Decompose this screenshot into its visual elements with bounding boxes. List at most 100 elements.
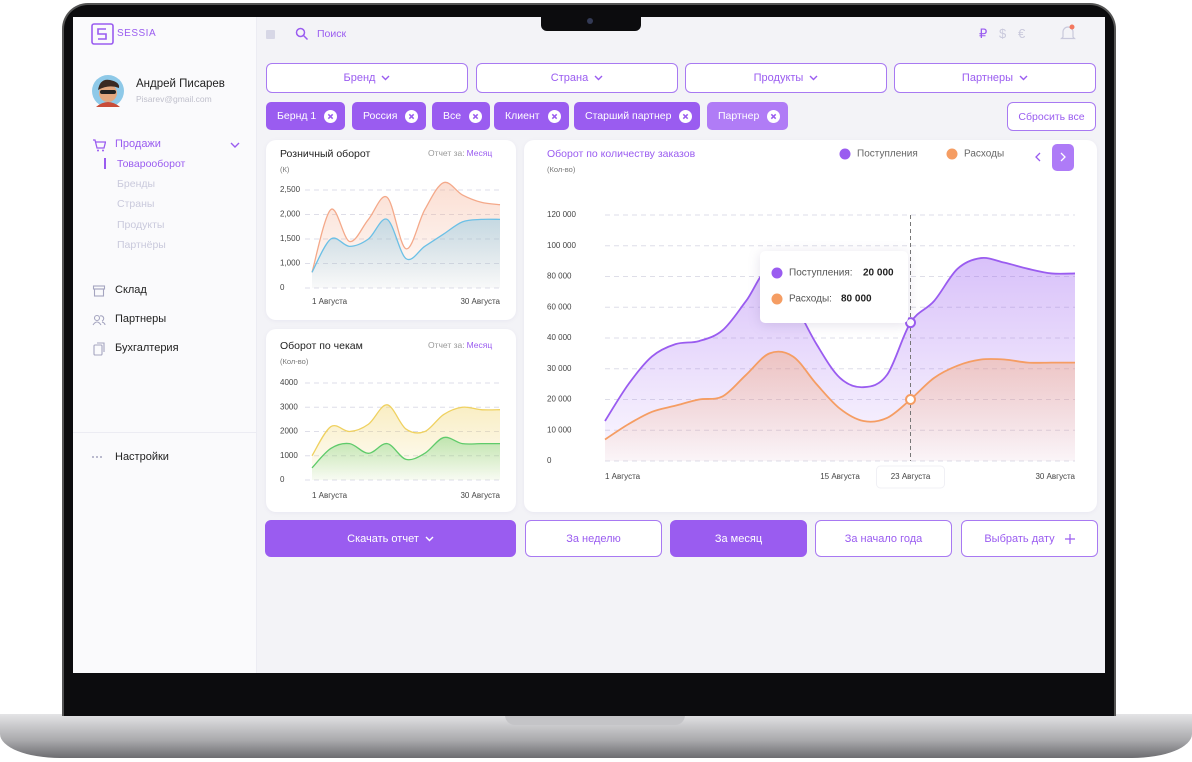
filter-label: Продукты — [753, 72, 804, 84]
filter-tag[interactable]: Клиент — [494, 102, 569, 130]
chevron — [1019, 75, 1028, 81]
submenu-item[interactable]: Товарооборот — [117, 158, 186, 170]
filter-label: Страна — [550, 72, 589, 84]
filter-tag[interactable]: Все — [432, 102, 491, 130]
x-tick-label: 1 Августа — [312, 491, 348, 500]
currency[interactable]: € — [1018, 26, 1026, 41]
avatar — [92, 75, 124, 107]
docs-icon — [93, 342, 105, 356]
filter-tag[interactable]: Партнер — [707, 102, 789, 130]
tag-remove[interactable] — [324, 109, 338, 123]
reset-label: Сбросить все — [1018, 110, 1085, 123]
line — [311, 404, 501, 457]
report-period: Месяц — [467, 340, 493, 350]
line — [311, 181, 501, 273]
reset-button[interactable]: Сбросить все — [1007, 102, 1096, 131]
y-tick-label: 2,000 — [280, 210, 301, 219]
tooltip-value: 80 000 — [841, 294, 872, 305]
tooltip-label: Поступления: — [789, 268, 853, 279]
line — [604, 256, 1076, 422]
submenu-item[interactable]: Партнёры — [117, 239, 166, 251]
date-button[interactable]: Выбрать дату — [961, 520, 1098, 557]
y-tick-label: 80 000 — [547, 272, 572, 281]
menu-item[interactable]: Склад — [115, 284, 147, 296]
search-icon[interactable] — [295, 27, 309, 41]
y-tick-label: 10 000 — [547, 425, 572, 434]
chevron — [230, 142, 240, 148]
area — [312, 437, 500, 480]
tag-remove[interactable] — [679, 109, 693, 123]
settings[interactable]: Настройки — [115, 451, 169, 463]
chevron — [809, 75, 818, 81]
tooltip-value: 20 000 — [863, 268, 894, 279]
line — [311, 436, 500, 469]
y-tick-label: 120 000 — [547, 210, 576, 219]
filter-dropdown[interactable]: Бренд — [266, 63, 468, 93]
filter-tag[interactable]: Бернд 1 — [266, 102, 346, 130]
legend-swatch — [946, 148, 958, 160]
tag-label: Бернд 1 — [277, 110, 317, 122]
chevron — [594, 75, 603, 81]
highlight-point — [905, 317, 916, 329]
legend-label: Расходы — [964, 149, 1004, 160]
y-tick-label: 40 000 — [547, 333, 572, 342]
menu-item[interactable]: Продажи — [115, 138, 161, 150]
x-tick-label: 30 Августа — [1035, 472, 1075, 481]
legend-swatch — [839, 148, 851, 160]
user-email: Pisarev@gmail.com — [136, 94, 212, 104]
y-tick-label: 1000 — [280, 451, 298, 460]
report-label: Отчет за: Месяц — [428, 340, 492, 350]
filter-dropdown[interactable]: Продукты — [685, 63, 887, 93]
laptop-notch — [505, 714, 685, 725]
chart-subtitle: (К) — [280, 165, 290, 174]
currency[interactable]: ₽ — [979, 26, 988, 41]
tooltip-label: Расходы: — [789, 294, 832, 305]
tooltip-swatch — [771, 293, 783, 305]
chart-subtitle: (Кол-во) — [280, 357, 309, 366]
legend-label: Поступления — [857, 149, 918, 160]
y-tick-label: 1,000 — [280, 259, 301, 268]
submenu-item[interactable]: Бренды — [117, 178, 156, 190]
submenu-item[interactable]: Страны — [117, 198, 155, 210]
menu-item[interactable]: Бухгалтерия — [115, 342, 179, 354]
button-label: За неделю — [566, 532, 621, 545]
period-button[interactable]: За неделю — [525, 520, 662, 557]
tooltip-swatch — [771, 267, 783, 279]
y-tick-label: 0 — [280, 475, 285, 484]
nav-next — [1052, 144, 1074, 171]
nav-prev-icon — [1035, 152, 1041, 162]
nav-next-icon — [1060, 152, 1066, 162]
submenu-item[interactable]: Продукты — [117, 219, 165, 231]
currency[interactable]: $ — [999, 26, 1007, 41]
period-button[interactable]: За начало года — [815, 520, 952, 557]
tag-remove[interactable] — [405, 109, 419, 123]
download-button[interactable]: Скачать отчет — [265, 520, 516, 557]
tooltip — [760, 251, 908, 323]
tag-remove[interactable] — [547, 109, 561, 123]
tag-remove[interactable] — [767, 109, 781, 123]
filter-tag[interactable]: Старший партнер — [574, 102, 701, 130]
y-tick-label: 1,500 — [280, 234, 301, 243]
report-label: Отчет за: Месяц — [428, 148, 492, 158]
report-period: Месяц — [467, 148, 493, 158]
x-tick-label: 15 Августа — [820, 472, 860, 481]
bell-icon[interactable] — [1060, 24, 1076, 42]
line — [604, 350, 1075, 441]
report-text: Отчет за: — [428, 148, 465, 158]
filter-dropdown[interactable]: Страна — [476, 63, 678, 93]
search[interactable]: Поиск — [317, 28, 347, 40]
tag-label: Все — [443, 110, 462, 122]
filter-tag[interactable]: Россия — [352, 102, 427, 130]
y-tick-label: 0 — [280, 283, 285, 292]
filter-dropdown[interactable]: Партнеры — [894, 63, 1096, 93]
filter-label: Бренд — [343, 72, 376, 84]
tag-label: Клиент — [505, 110, 540, 122]
y-tick-label: 3000 — [280, 402, 298, 411]
period-button[interactable]: За месяц — [670, 520, 807, 557]
divider — [73, 432, 257, 433]
chart-subtitle: (Кол-во) — [547, 165, 576, 174]
tag-remove[interactable] — [469, 109, 483, 123]
menu-item[interactable]: Партнеры — [115, 313, 167, 325]
highlight-point — [905, 394, 916, 405]
